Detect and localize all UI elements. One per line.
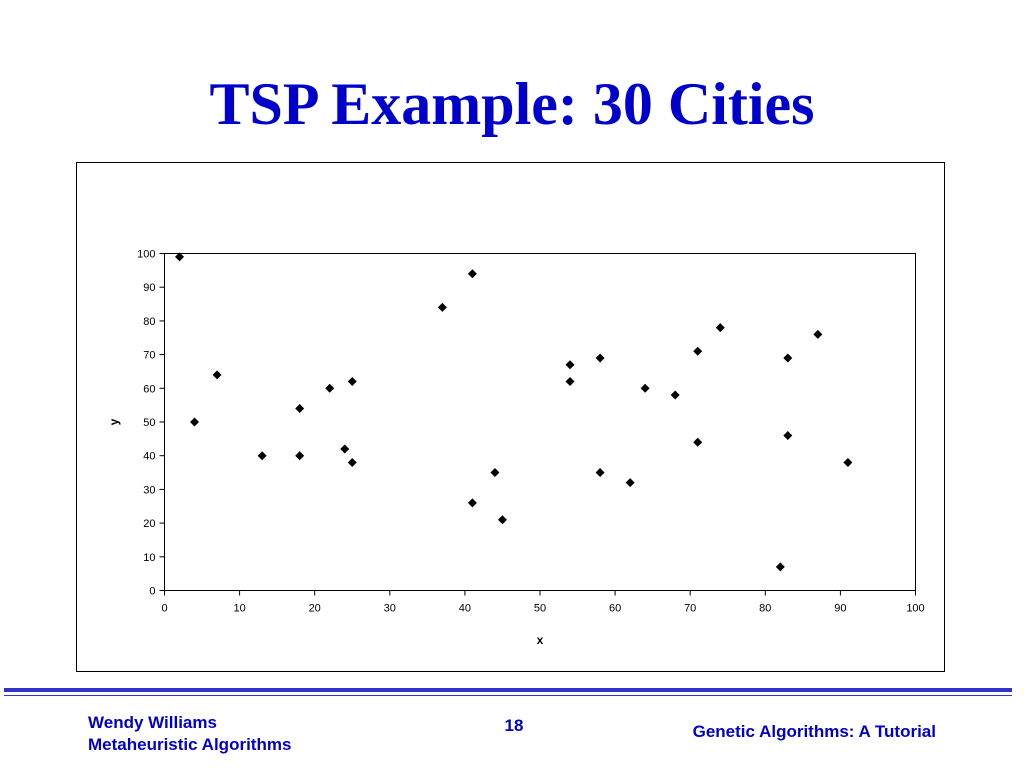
- city-point: [340, 444, 350, 454]
- city-point: [295, 404, 305, 414]
- x-tick-label: 90: [834, 603, 846, 615]
- city-point: [212, 370, 222, 380]
- page-number: 18: [504, 716, 524, 735]
- x-tick-label: 100: [906, 603, 924, 615]
- city-point: [490, 468, 500, 478]
- x-axis: 0 10 20 30 40 50 60 70 80 90 100: [161, 590, 925, 615]
- city-point: [813, 329, 823, 339]
- city-point: [295, 451, 305, 461]
- y-tick-label: 0: [149, 586, 155, 598]
- x-tick-label: 60: [609, 603, 621, 615]
- city-point: [783, 430, 793, 440]
- city-point: [670, 390, 680, 400]
- y-tick-label: 70: [143, 350, 155, 362]
- y-tick-label: 100: [137, 249, 155, 261]
- city-point: [693, 437, 703, 447]
- city-point: [175, 252, 185, 262]
- y-tick-label: 10: [143, 552, 155, 564]
- chart-area: 0 10 20 30 40 50 60 70 80 90 100 0 10 20 30 40 50 60 70 80…: [76, 162, 945, 672]
- slide-title: TSP Example: 30 Cities: [209, 71, 815, 137]
- city-point: [497, 515, 507, 525]
- city-point: [325, 383, 335, 393]
- x-tick-label: 50: [534, 603, 546, 615]
- footer-divider: [4, 688, 1012, 692]
- y-tick-label: 50: [143, 417, 155, 429]
- footer-author: Wendy Williams: [88, 713, 217, 732]
- x-tick-label: 0: [161, 603, 167, 615]
- x-tick-label: 10: [233, 603, 245, 615]
- y-tick-label: 60: [143, 383, 155, 395]
- x-tick-label: 30: [384, 603, 396, 615]
- city-point: [347, 457, 357, 467]
- y-tick-label: 30: [143, 484, 155, 496]
- y-axis: 0 10 20 30 40 50 60 70 80 90 100: [137, 249, 165, 598]
- city-point: [437, 302, 447, 312]
- city-point: [775, 562, 785, 572]
- city-point: [625, 478, 635, 488]
- footer-course: Genetic Algorithms: A Tutorial: [692, 722, 936, 741]
- x-tick-label: 40: [459, 603, 471, 615]
- city-point: [640, 383, 650, 393]
- city-point: [467, 269, 477, 279]
- city-point: [565, 377, 575, 387]
- city-point: [347, 377, 357, 387]
- y-axis-label: y: [107, 418, 121, 425]
- city-point: [565, 360, 575, 370]
- x-tick-label: 70: [684, 603, 696, 615]
- scatter-chart: 0 10 20 30 40 50 60 70 80 90 100 0 10 20 30 40 50 60 70 80…: [107, 249, 925, 648]
- footer-divider-thin: [4, 695, 1012, 696]
- city-point: [783, 353, 793, 363]
- y-tick-label: 40: [143, 451, 155, 463]
- y-tick-label: 80: [143, 316, 155, 328]
- footer-subtitle: Metaheuristic Algorithms: [88, 735, 292, 754]
- plot-area: [164, 253, 916, 591]
- city-point: [257, 451, 267, 461]
- city-point: [595, 468, 605, 478]
- city-point: [595, 353, 605, 363]
- city-point: [843, 457, 853, 467]
- data-points: [175, 252, 853, 572]
- city-point: [693, 346, 703, 356]
- footer-left: Wendy Williams Metaheuristic Algorithms: [88, 712, 291, 756]
- city-point: [715, 323, 725, 333]
- city-point: [190, 417, 200, 427]
- y-tick-label: 90: [143, 282, 155, 294]
- city-point: [467, 498, 477, 508]
- y-tick-label: 20: [143, 518, 155, 530]
- x-axis-label: x: [537, 633, 544, 647]
- x-tick-label: 20: [309, 603, 321, 615]
- x-tick-label: 80: [759, 603, 771, 615]
